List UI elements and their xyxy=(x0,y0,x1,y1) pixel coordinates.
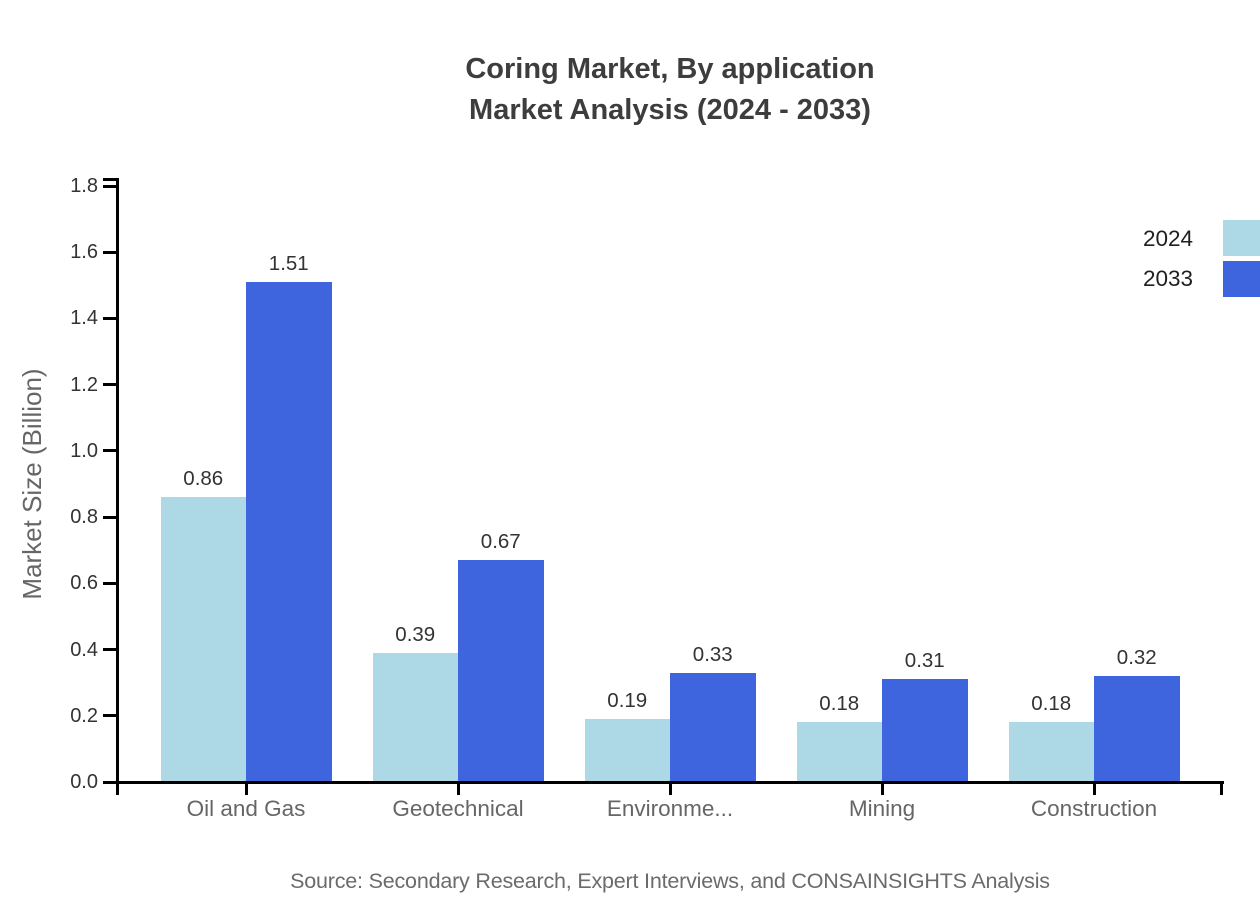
x-category-label: Oil and Gas xyxy=(186,796,306,821)
x-tick xyxy=(456,784,460,795)
legend-label-2024: 2024 xyxy=(1142,226,1193,251)
x-tick xyxy=(668,784,672,795)
x-category-label: Mining xyxy=(848,796,916,821)
bar-value-label: 0.32 xyxy=(1116,646,1157,670)
bar-2033 xyxy=(1094,676,1180,782)
y-tick xyxy=(103,316,117,320)
y-tick-label: 0.8 xyxy=(70,506,98,529)
bar-2024 xyxy=(796,722,882,782)
bar-value-label: 0.33 xyxy=(692,642,733,666)
x-tick xyxy=(244,784,248,795)
x-tick xyxy=(116,784,119,795)
bar-2024 xyxy=(584,719,670,782)
bar-value-label: 0.19 xyxy=(607,689,648,713)
y-axis-top-cap xyxy=(103,177,117,181)
x-category-label: Environme... xyxy=(606,796,734,821)
y-tick xyxy=(103,449,117,453)
x-tick xyxy=(1220,784,1223,795)
bar-value-label: 0.86 xyxy=(183,467,224,491)
x-category-label: Geotechnical xyxy=(392,796,524,821)
chart-title-line1: Coring Market, By application xyxy=(465,53,875,85)
legend-2024-swatch-icon xyxy=(1223,220,1260,256)
y-tick-label: 1.8 xyxy=(70,175,98,197)
y-axis-line xyxy=(116,177,119,789)
bar-2033 xyxy=(458,560,544,782)
bar-value-label: 0.39 xyxy=(395,622,436,646)
y-tick-label: 1.6 xyxy=(70,241,98,264)
bar-2024 xyxy=(160,497,246,782)
y-tick xyxy=(103,184,117,188)
bar-value-label: 1.51 xyxy=(268,252,309,276)
y-tick-label: 1.0 xyxy=(70,439,98,462)
y-tick-label: 0.2 xyxy=(70,704,98,727)
y-tick-label: 1.2 xyxy=(70,373,98,396)
y-tick-label: 0.6 xyxy=(70,572,98,595)
legend-label-2033: 2033 xyxy=(1142,266,1193,291)
y-tick-label: 0.0 xyxy=(70,771,98,793)
bar-value-label: 0.67 xyxy=(480,530,521,554)
bar-2033 xyxy=(670,672,756,782)
y-tick xyxy=(103,581,117,585)
y-tick xyxy=(103,383,117,387)
bar-2033 xyxy=(246,282,332,782)
x-category-label: Construction xyxy=(1030,796,1158,821)
y-tick-label: 1.4 xyxy=(70,307,98,330)
y-tick xyxy=(103,250,117,254)
bar-value-label: 0.18 xyxy=(819,692,860,716)
x-tick xyxy=(1092,784,1096,795)
bar-2033 xyxy=(882,679,968,782)
x-axis-line xyxy=(116,781,1224,784)
x-tick xyxy=(880,784,884,795)
y-tick xyxy=(103,515,117,519)
y-tick xyxy=(103,714,117,718)
bar-value-label: 0.31 xyxy=(904,649,945,673)
chart-title-line2: Market Analysis (2024 - 2033) xyxy=(469,94,871,126)
y-tick xyxy=(103,780,117,784)
bar-value-label: 0.18 xyxy=(1031,692,1072,716)
y-tick xyxy=(103,648,117,652)
bar-2024 xyxy=(372,652,458,782)
source-note: Source: Secondary Research, Expert Inter… xyxy=(290,869,1050,893)
legend-2033-swatch-icon xyxy=(1223,261,1260,297)
y-tick-label: 0.4 xyxy=(70,638,98,661)
bar-2024 xyxy=(1008,722,1094,782)
